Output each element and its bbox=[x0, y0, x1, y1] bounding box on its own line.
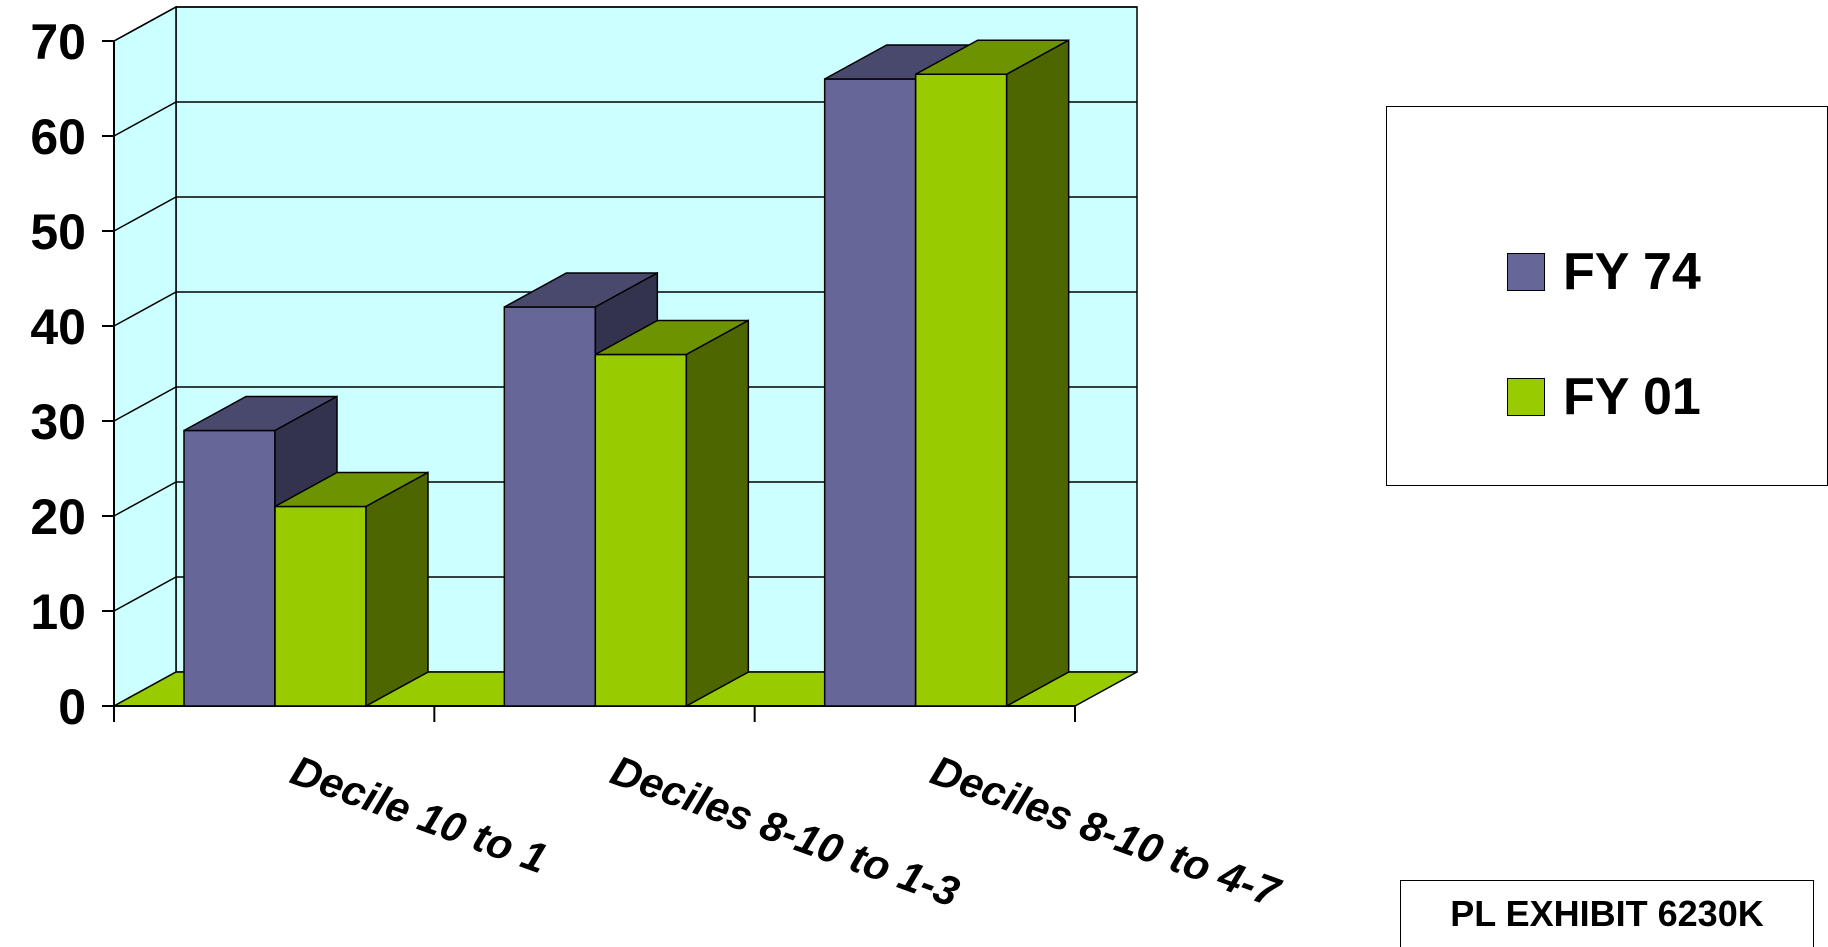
y-tick-label: 0 bbox=[58, 679, 86, 735]
y-tick-label: 10 bbox=[30, 584, 86, 640]
y-axis-tick-labels: 0 10 20 30 40 50 60 70 bbox=[30, 14, 86, 735]
legend-swatch-fy01 bbox=[1507, 378, 1545, 416]
gridline bbox=[113, 101, 1137, 137]
y-tick-label: 40 bbox=[30, 299, 86, 355]
legend: FY 74 FY 01 bbox=[1386, 106, 1828, 486]
bar-front bbox=[183, 429, 276, 707]
bars bbox=[183, 38, 1070, 708]
y-tick-label: 60 bbox=[30, 109, 86, 165]
legend-label-fy01: FY 01 bbox=[1563, 368, 1701, 426]
bar-front bbox=[503, 306, 597, 707]
side-wall bbox=[113, 5, 177, 708]
legend-swatch-fy74 bbox=[1507, 253, 1545, 291]
legend-label-fy74: FY 74 bbox=[1563, 243, 1701, 301]
bar-fy01-1 bbox=[594, 319, 750, 708]
bar-fy01-2 bbox=[914, 38, 1070, 708]
gridline bbox=[113, 6, 1137, 42]
y-tick-label: 50 bbox=[30, 204, 86, 260]
bar-side bbox=[365, 471, 429, 708]
bar-front bbox=[274, 505, 367, 707]
x-axis-category-labels: Decile 10 to 1 Deciles 8-10 to 1-3Deciles… bbox=[285, 746, 1287, 916]
gridline bbox=[113, 576, 1137, 612]
x-category-label: Decile 10 to 1 bbox=[285, 746, 553, 882]
gridline bbox=[113, 386, 1137, 422]
y-tick-label: 70 bbox=[30, 14, 86, 70]
x-category-label: Deciles 8-10 to 1-3 bbox=[605, 746, 965, 916]
bar-front bbox=[594, 353, 688, 707]
x-category-label: Deciles 8-10 to 4-7 bbox=[925, 746, 1287, 916]
bar-side bbox=[1005, 38, 1070, 708]
y-tick-label: 20 bbox=[30, 489, 86, 545]
gridline bbox=[113, 291, 1137, 327]
bar-front bbox=[914, 73, 1008, 707]
y-tick-label: 30 bbox=[30, 394, 86, 450]
gridlines bbox=[113, 6, 1137, 612]
legend-item-fy74: FY 74 bbox=[1507, 242, 1701, 302]
gridline bbox=[113, 481, 1137, 517]
bar-front bbox=[823, 78, 917, 707]
bar-fy01-0 bbox=[274, 471, 429, 708]
exhibit-label: PL EXHIBIT 6230K bbox=[1400, 880, 1814, 947]
gridline bbox=[113, 196, 1137, 232]
bar-side bbox=[685, 319, 750, 708]
legend-item-fy01: FY 01 bbox=[1507, 367, 1701, 427]
